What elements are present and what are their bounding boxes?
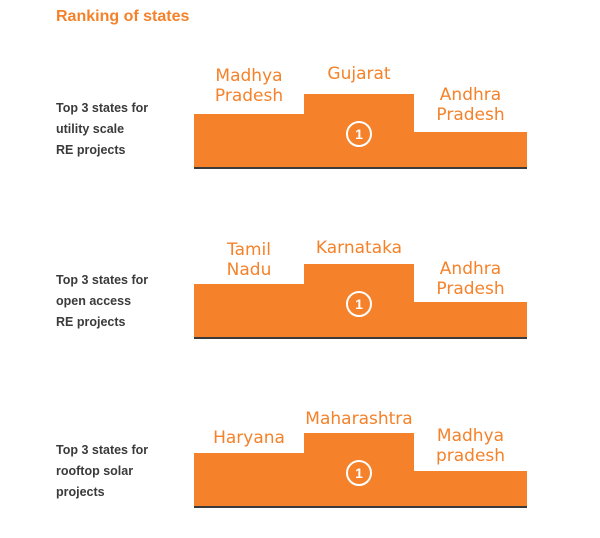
third-place-block	[414, 132, 527, 167]
podium-baseline	[194, 506, 527, 508]
third-place-state: Andhra Pradesh	[436, 259, 505, 299]
category-label-rooftop-solar: Top 3 states for rooftop solar projects	[56, 443, 149, 499]
podium-baseline	[194, 337, 527, 339]
first-place-state: Maharashtra	[305, 409, 413, 429]
second-place-block	[194, 284, 304, 337]
third-place-state: Madhya pradesh	[435, 426, 506, 466]
third-place-block	[414, 302, 527, 337]
rank-one-badge: 1	[346, 460, 372, 486]
podium-open-access: Tamil Nadu Karnataka Andhra Pradesh 1	[194, 167, 527, 339]
first-place-state: Karnataka	[315, 238, 403, 258]
podium-rooftop-solar: Haryana Maharashtra Madhya pradesh 1	[194, 336, 527, 508]
third-place-block	[414, 471, 527, 506]
rank-one-badge: 1	[346, 291, 372, 317]
second-place-state: Haryana	[213, 428, 285, 448]
page-title: Ranking of states	[56, 8, 190, 25]
podium-utility-scale: Madhya Pradesh Gujarat Andhra Pradesh 1	[194, 0, 527, 169]
second-place-state: Tamil Nadu	[226, 240, 272, 280]
second-place-state: Madhya Pradesh	[214, 66, 284, 106]
second-place-block	[194, 453, 304, 506]
podium-baseline	[194, 167, 527, 169]
category-label-utility-scale: Top 3 states for utility scale RE projec…	[56, 101, 149, 157]
category-label-open-access: Top 3 states for open access RE projects	[56, 273, 149, 329]
rank-one-badge: 1	[346, 121, 372, 147]
second-place-block	[194, 114, 304, 167]
third-place-state: Andhra Pradesh	[436, 85, 505, 125]
first-place-state: Gujarat	[327, 64, 391, 84]
